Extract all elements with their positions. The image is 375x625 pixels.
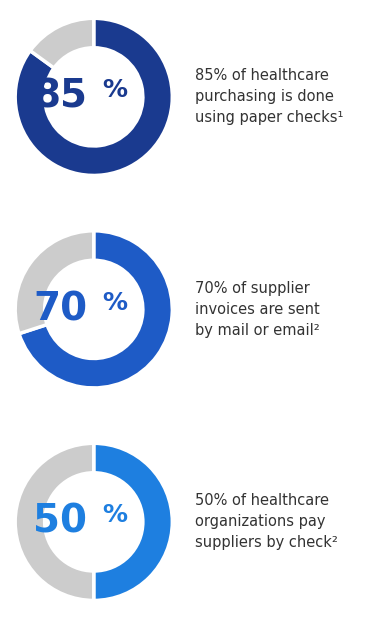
Text: 70: 70 <box>33 291 87 328</box>
Text: %: % <box>102 503 127 528</box>
Wedge shape <box>94 443 172 601</box>
Text: %: % <box>102 78 127 102</box>
Text: 85: 85 <box>33 78 87 116</box>
Wedge shape <box>15 18 173 176</box>
Wedge shape <box>30 18 94 68</box>
Text: %: % <box>102 291 127 315</box>
Text: 85% of healthcare
purchasing is done
using paper checks¹: 85% of healthcare purchasing is done usi… <box>195 68 344 126</box>
Wedge shape <box>19 231 172 388</box>
Text: 70% of supplier
invoices are sent
by mail or email²: 70% of supplier invoices are sent by mai… <box>195 281 320 338</box>
Wedge shape <box>15 231 94 334</box>
Text: 50% of healthcare
organizations pay
suppliers by check²: 50% of healthcare organizations pay supp… <box>195 493 338 551</box>
Text: 50: 50 <box>33 503 87 541</box>
Wedge shape <box>15 443 94 601</box>
